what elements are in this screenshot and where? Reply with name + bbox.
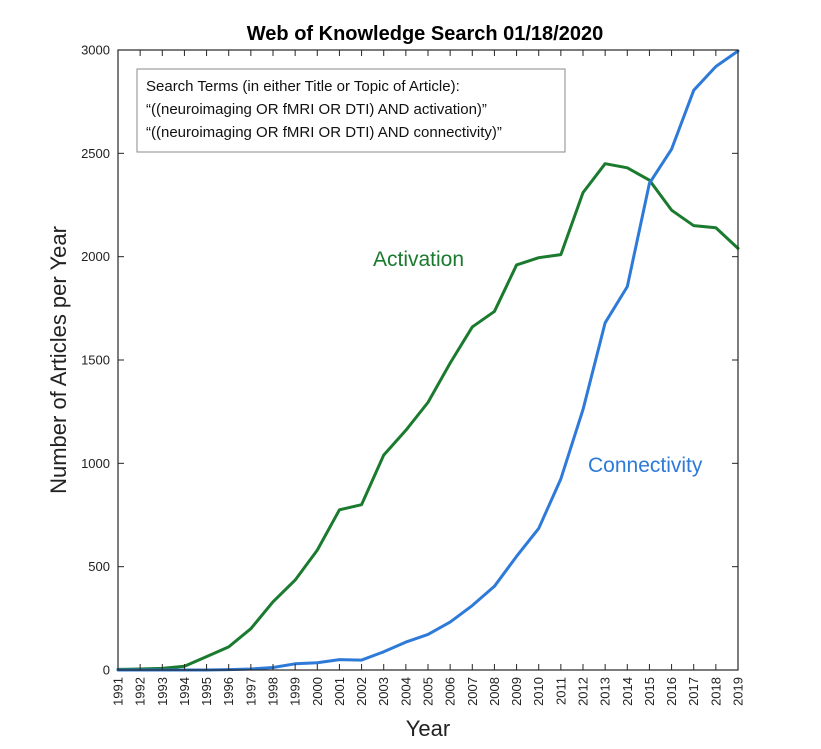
x-tick-label: 2000 — [310, 677, 325, 706]
x-tick-label: 2004 — [398, 677, 413, 706]
annotation-box — [136, 68, 566, 153]
annotation-line: “((neuroimaging OR fMRI OR DTI) AND acti… — [146, 101, 487, 118]
x-tick-label: 2011 — [553, 677, 568, 705]
chart-title: Web of Knowledge Search 01/18/2020 — [247, 23, 603, 45]
x-tick-label: 1993 — [155, 677, 170, 706]
y-tick-label: 0 — [103, 663, 110, 678]
series-line-activation — [116, 162, 740, 671]
x-tick-label: 2006 — [443, 677, 458, 706]
x-tick-label: 2005 — [421, 677, 436, 706]
x-tick-label: 2001 — [332, 677, 347, 706]
x-tick-label: 1997 — [243, 677, 258, 706]
x-tick-label: 2019 — [731, 677, 746, 706]
x-tick-label: 1995 — [199, 677, 214, 706]
x-tick-label: 1994 — [177, 677, 192, 706]
x-tick-label: 2017 — [686, 677, 701, 706]
y-tick-label: 1000 — [81, 456, 110, 471]
y-tick-label: 2500 — [81, 146, 110, 161]
x-tick-label: 2007 — [465, 677, 480, 706]
x-tick-label: 2002 — [354, 677, 369, 706]
series-label-connectivity: Connectivity — [588, 454, 703, 477]
x-tick-label: 1998 — [266, 677, 281, 706]
x-tick-label: 2016 — [664, 677, 679, 706]
x-tick-label: 2009 — [509, 677, 524, 706]
x-tick-label: 1992 — [133, 677, 148, 706]
y-tick-label: 500 — [88, 559, 110, 574]
search-terms-annotation: Search Terms (in either Title or Topic o… — [136, 68, 566, 153]
x-tick-label: 2015 — [642, 677, 657, 706]
x-tick-label: 1999 — [288, 677, 303, 706]
y-tick-label: 3000 — [81, 43, 110, 58]
x-tick-label: 2010 — [531, 677, 546, 706]
y-tick-label: 2000 — [81, 249, 110, 264]
x-tick-label: 1991 — [111, 677, 126, 706]
series-label-activation: Activation — [373, 248, 464, 271]
annotation-line: Search Terms (in either Title or Topic o… — [146, 78, 460, 95]
y-axis-title: Number of Articles per Year — [46, 226, 71, 494]
x-tick-label: 2003 — [376, 677, 391, 706]
y-tick-label: 1500 — [81, 353, 110, 368]
x-axis-title: Year — [406, 716, 450, 741]
annotation-line: “((neuroimaging OR fMRI OR DTI) AND conn… — [146, 124, 502, 141]
x-tick-label: 2008 — [487, 677, 502, 706]
x-tick-label: 2018 — [708, 677, 723, 706]
x-tick-label: 2014 — [620, 677, 635, 706]
x-tick-label: 2013 — [598, 677, 613, 706]
x-tick-label: 2012 — [576, 677, 591, 706]
tick-layer: 0 500 1000 1500 2000 2500 3000 1991 1992 1993 1994… — [81, 43, 745, 706]
x-tick-label: 1996 — [221, 677, 236, 706]
